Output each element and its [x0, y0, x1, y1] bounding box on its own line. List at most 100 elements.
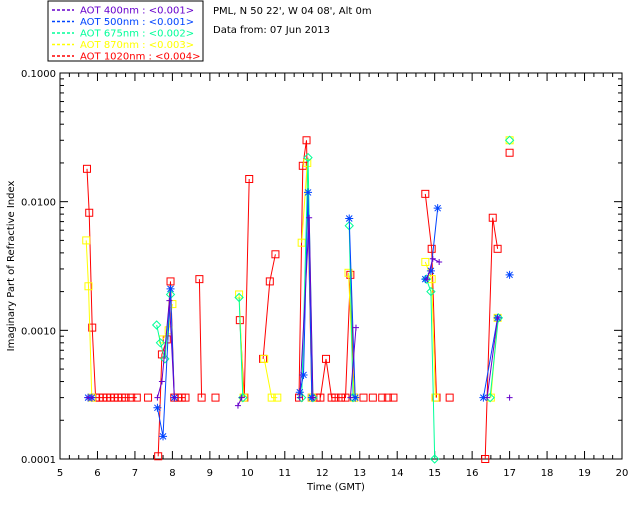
data-point	[299, 370, 308, 379]
x-axis-title: Time (GMT)	[306, 482, 365, 493]
data-point	[488, 213, 497, 222]
x-tick-label: 6	[94, 468, 100, 479]
data-point	[273, 393, 282, 402]
data-point	[166, 284, 175, 293]
x-axis: 5 6 7 8 9 10 11 12 13 14 15 16 17 18 19 20	[57, 73, 629, 479]
data-point	[296, 392, 307, 403]
y-tick-label: 0.0100	[21, 198, 56, 209]
data-point	[88, 323, 97, 332]
series-line	[484, 217, 499, 460]
series-line	[348, 218, 356, 398]
data-point	[82, 164, 91, 173]
legend-entry: AOT 675nm : <0.002>	[80, 29, 194, 40]
x-tick-label: 13	[353, 468, 366, 479]
data-point	[265, 277, 274, 286]
data-point	[151, 320, 162, 330]
data-point	[88, 394, 95, 401]
data-point	[378, 393, 387, 402]
data-point	[160, 354, 170, 364]
data-point	[84, 282, 93, 291]
x-tick-label: 8	[169, 468, 175, 479]
data-point	[347, 394, 354, 401]
series-line	[482, 317, 499, 398]
data-point	[344, 268, 353, 277]
data-point	[144, 393, 153, 402]
data-point	[304, 188, 313, 197]
series	[82, 136, 514, 402]
data-point	[132, 393, 141, 402]
data-point	[260, 354, 269, 363]
series	[151, 135, 515, 464]
data-point	[427, 244, 436, 253]
data-point	[82, 236, 91, 245]
data-point	[351, 393, 360, 402]
x-tick-label: 7	[132, 468, 138, 479]
data-point	[302, 136, 311, 145]
legend-entry: AOT 500nm : <0.001>	[80, 17, 194, 28]
data-point	[484, 394, 491, 401]
data-point	[505, 136, 514, 145]
series-line	[198, 279, 203, 398]
data-point	[345, 214, 354, 223]
date-info-text: Data from: 07 Jun 2013	[213, 25, 330, 36]
legend-box	[47, 0, 204, 62]
legend-entry: AOT 870nm : <0.003>	[80, 40, 194, 51]
y-axis: 0.0001 0.0010 0.0100 0.1000	[21, 69, 622, 466]
data-point	[159, 432, 168, 441]
series-line	[263, 358, 278, 399]
data-point	[479, 393, 488, 402]
series-line	[237, 397, 243, 406]
data-point	[359, 393, 368, 402]
data-point	[337, 393, 345, 402]
data-point	[426, 286, 436, 297]
x-tick-label: 11	[278, 468, 291, 479]
series-line	[425, 278, 436, 460]
data-point	[433, 204, 442, 213]
data-point	[211, 393, 220, 402]
series-layer	[82, 135, 515, 464]
x-tick-label: 20	[616, 468, 629, 479]
series-line	[238, 297, 244, 398]
legend-entry: AOT 400nm : <0.001>	[80, 6, 194, 17]
y-tick-label: 0.1000	[21, 69, 56, 80]
x-tick-label: 9	[207, 468, 213, 479]
data-point	[429, 454, 440, 464]
series	[85, 214, 513, 409]
data-point	[234, 402, 241, 409]
series-line	[85, 240, 93, 398]
x-tick-label: 5	[57, 468, 63, 479]
series	[84, 188, 514, 441]
data-point	[298, 161, 307, 170]
data-point	[352, 324, 359, 331]
data-point	[166, 297, 173, 304]
x-tick-label: 18	[541, 468, 554, 479]
series-line	[156, 294, 171, 360]
series-line	[262, 254, 276, 359]
x-tick-label: 19	[578, 468, 591, 479]
data-point	[238, 392, 248, 403]
x-tick-label: 12	[316, 468, 329, 479]
x-tick-label: 16	[466, 468, 479, 479]
series-line	[424, 261, 436, 398]
data-point	[171, 394, 178, 401]
series-line	[489, 317, 499, 398]
y-axis-title: Imaginary Part of Refractive Index	[6, 181, 17, 352]
series-line	[156, 300, 175, 398]
x-tick-label: 10	[241, 468, 254, 479]
series	[82, 136, 514, 463]
data-point	[436, 258, 443, 265]
y-tick-label: 0.0001	[21, 455, 56, 466]
series-line	[486, 317, 499, 398]
data-point	[506, 394, 513, 401]
x-tick-label: 14	[391, 468, 404, 479]
data-point	[296, 394, 303, 401]
data-point	[505, 148, 514, 157]
data-point	[493, 244, 502, 253]
data-point	[424, 276, 431, 283]
data-point	[238, 394, 245, 401]
series-line	[424, 193, 437, 398]
legend: AOT 400nm : <0.001>AOT 500nm : <0.001>AO…	[47, 0, 204, 63]
data-point	[322, 354, 331, 363]
data-point	[431, 393, 440, 402]
y-tick-label: 0.0010	[21, 326, 56, 337]
